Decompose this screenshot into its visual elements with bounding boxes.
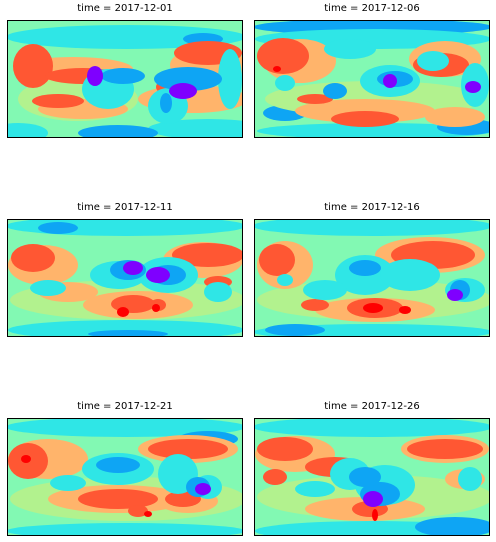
- contour-region: [172, 243, 242, 267]
- contour-region: [447, 289, 463, 301]
- contour-region: [380, 259, 440, 291]
- contour-region: [11, 244, 55, 272]
- contour-region: [8, 25, 242, 49]
- contour-region: [257, 437, 313, 461]
- contour-region: [8, 320, 242, 336]
- contour-region: [146, 267, 170, 283]
- contour-region: [458, 467, 482, 491]
- panel-title: time = 2017-12-06: [324, 3, 420, 14]
- panel-2017-12-01: time = 2017-12-01: [7, 3, 243, 138]
- contour-region: [169, 83, 197, 99]
- contour-map: [254, 219, 490, 337]
- contour-region: [154, 67, 222, 91]
- contour-region: [144, 511, 152, 517]
- contour-region: [152, 304, 160, 312]
- contour-region: [415, 517, 489, 535]
- contour-region: [372, 509, 378, 521]
- contour-region: [257, 123, 489, 137]
- contour-region: [255, 419, 489, 437]
- contour-svg: [8, 419, 242, 535]
- contour-region: [255, 220, 489, 236]
- contour-region: [301, 299, 329, 311]
- contour-map: [254, 418, 490, 536]
- contour-region: [363, 491, 383, 507]
- contour-map: [7, 219, 243, 337]
- contour-region: [30, 280, 66, 296]
- contour-svg: [8, 25, 242, 137]
- contour-region: [13, 44, 53, 88]
- panel-2017-12-21: time = 2017-12-21: [7, 401, 243, 536]
- contour-region: [128, 505, 148, 517]
- contour-region: [96, 457, 140, 473]
- contour-region: [87, 66, 103, 86]
- contour-region: [32, 94, 84, 108]
- contour-map: [254, 20, 490, 138]
- contour-region: [50, 475, 86, 491]
- contour-region: [465, 81, 481, 93]
- contour-svg: [8, 220, 242, 336]
- contour-region: [407, 439, 483, 459]
- contour-region: [78, 489, 158, 509]
- panel-title: time = 2017-12-11: [77, 202, 173, 213]
- contour-svg: [255, 220, 489, 336]
- panel-title: time = 2017-12-26: [324, 401, 420, 412]
- panel-2017-12-06: time = 2017-12-06: [254, 3, 490, 138]
- contour-region: [101, 68, 145, 84]
- panel-title: time = 2017-12-01: [77, 3, 173, 14]
- contour-region: [259, 244, 295, 276]
- contour-region: [38, 222, 78, 234]
- contour-region: [160, 93, 172, 113]
- contour-region: [349, 260, 381, 276]
- contour-region: [425, 107, 485, 127]
- contour-region: [21, 455, 31, 463]
- contour-region: [8, 419, 242, 437]
- contour-region: [275, 75, 295, 91]
- contour-svg: [255, 419, 489, 535]
- panel-title: time = 2017-12-21: [77, 401, 173, 412]
- contour-region: [8, 123, 48, 137]
- contour-region: [273, 66, 281, 72]
- contour-region: [277, 274, 293, 286]
- contour-region: [8, 523, 242, 535]
- contour-region: [303, 280, 347, 300]
- contour-region: [363, 303, 383, 313]
- contour-region: [295, 481, 335, 497]
- contour-region: [263, 469, 287, 485]
- contour-region: [148, 439, 228, 459]
- contour-region: [324, 39, 376, 59]
- contour-region: [383, 74, 397, 88]
- contour-region: [204, 282, 232, 302]
- contour-region: [399, 306, 411, 314]
- contour-region: [78, 125, 158, 137]
- contour-region: [257, 38, 309, 74]
- contour-svg: [255, 21, 489, 137]
- contour-map: [7, 20, 243, 138]
- contour-region: [323, 83, 347, 99]
- contour-region: [417, 51, 449, 71]
- panel-2017-12-16: time = 2017-12-16: [254, 202, 490, 337]
- panel-title: time = 2017-12-16: [324, 202, 420, 213]
- contour-region: [331, 111, 399, 127]
- contour-region: [349, 467, 381, 487]
- contour-region: [265, 324, 325, 336]
- contour-region: [123, 261, 143, 275]
- contour-region: [297, 94, 333, 104]
- contour-region: [117, 307, 129, 317]
- panel-2017-12-26: time = 2017-12-26: [254, 401, 490, 536]
- contour-region: [218, 49, 242, 109]
- contour-region: [88, 330, 168, 336]
- contour-map: [7, 418, 243, 536]
- panel-2017-12-11: time = 2017-12-11: [7, 202, 243, 337]
- contour-region: [195, 483, 211, 495]
